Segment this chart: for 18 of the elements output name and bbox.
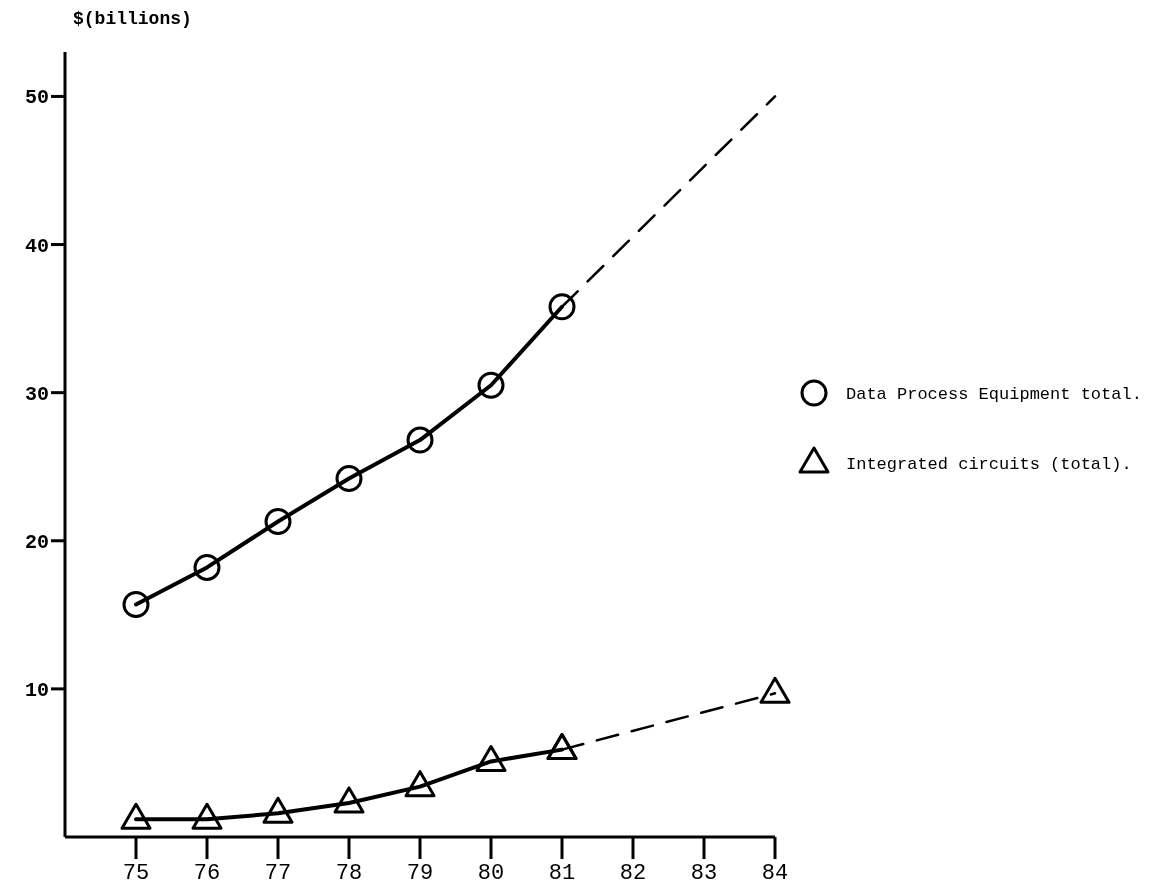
y-tick-label: 30 xyxy=(24,382,49,406)
legend-label: Integrated circuits (total). xyxy=(846,454,1132,474)
y-tick-label: 10 xyxy=(24,678,49,702)
x-tick-label: 80 xyxy=(477,861,505,886)
x-tick-label: 81 xyxy=(548,861,576,886)
y-tick-label: 50 xyxy=(24,86,49,110)
x-tick-label: 82 xyxy=(619,861,647,886)
x-tick-label: 75 xyxy=(122,861,150,886)
legend-label: Data Process Equipment total. xyxy=(846,384,1142,404)
y-tick-label: 40 xyxy=(24,234,49,258)
x-tick-label: 83 xyxy=(690,861,718,886)
x-tick-label: 79 xyxy=(406,861,434,886)
x-tick-label: 78 xyxy=(335,861,363,886)
y-tick-label: 20 xyxy=(24,530,49,554)
x-tick-label: 76 xyxy=(193,861,221,886)
y-axis-title: $(billions) xyxy=(73,9,192,29)
x-tick-label: 84 xyxy=(761,861,789,886)
x-tick-label: 77 xyxy=(264,861,292,886)
